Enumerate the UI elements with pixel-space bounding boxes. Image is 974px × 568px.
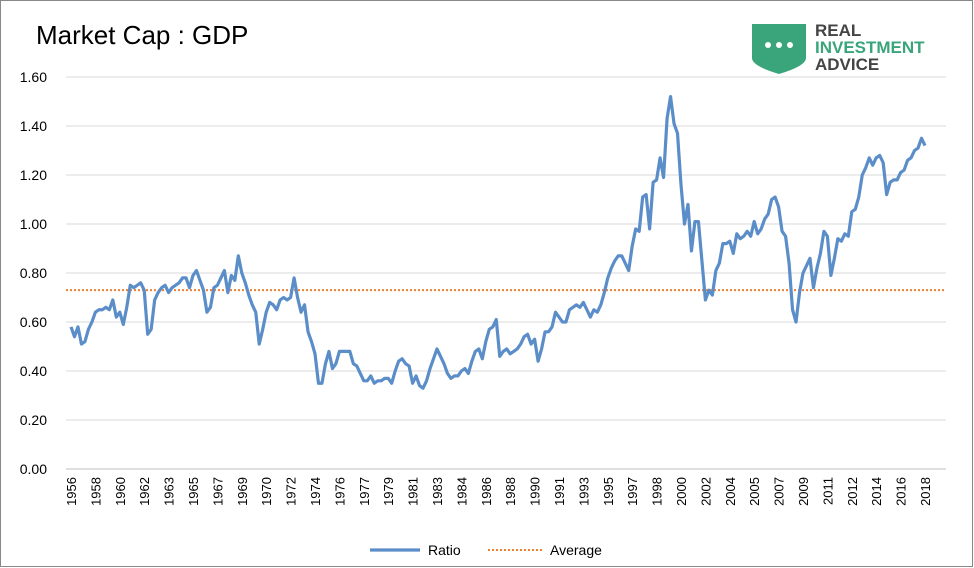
x-tick-label: 1976 [332,477,347,506]
x-tick-label: 1990 [528,477,543,506]
logo: REAL INVESTMENT ADVICE [752,21,925,74]
logo-text: ADVICE [815,55,879,74]
x-tick-label: 2009 [796,477,811,506]
y-tick-label: 0.80 [20,265,47,281]
x-tick-label: 2007 [772,477,787,506]
x-tick-label: 1967 [210,477,225,506]
y-tick-label: 0.00 [20,461,47,477]
x-tick-label: 1970 [259,477,274,506]
x-tick-label: 1977 [357,477,372,506]
y-tick-label: 1.40 [20,118,47,134]
y-tick-label: 0.60 [20,314,47,330]
x-tick-label: 1979 [381,477,396,506]
legend-label: Ratio [428,542,461,558]
logo-dot [787,42,793,48]
x-tick-label: 2000 [674,477,689,506]
x-tick-label: 1995 [601,477,616,506]
x-tick-label: 1984 [454,477,469,506]
x-tick-label: 1958 [88,477,103,506]
x-tick-label: 1997 [625,477,640,506]
x-tick-label: 2005 [747,477,762,506]
x-tick-label: 1965 [186,477,201,506]
x-tick-label: 1962 [137,477,152,506]
logo-dot [765,42,771,48]
y-tick-label: 1.00 [20,216,47,232]
legend-label: Average [550,542,602,558]
x-tick-label: 1983 [430,477,445,506]
y-tick-label: 1.20 [20,167,47,183]
x-tick-label: 2016 [894,477,909,506]
x-tick-label: 1956 [64,477,79,506]
x-tick-label: 2014 [869,477,884,506]
chart-title: Market Cap : GDP [36,20,248,50]
logo-text: REAL [815,21,861,40]
x-tick-label: 2018 [918,477,933,506]
y-tick-label: 0.40 [20,363,47,379]
y-tick-label: 1.60 [20,69,47,85]
x-tick-label: 1981 [406,477,421,506]
x-tick-label: 2011 [820,477,835,505]
line-series [69,95,927,390]
x-tick-label: 1974 [308,477,323,506]
x-tick-label: 1998 [650,477,665,506]
logo-text: INVESTMENT [815,38,925,57]
x-tick-label: 1960 [113,477,128,506]
logo-shield [752,24,806,74]
x-tick-label: 2004 [723,477,738,506]
x-tick-label: 1993 [576,477,591,506]
x-tick-label: 1963 [162,477,177,506]
x-tick-label: 2002 [698,477,713,506]
x-tick-label: 1969 [235,477,250,506]
logo-dot [776,42,782,48]
x-tick-label: 1986 [479,477,494,506]
x-tick-label: 1972 [284,477,299,506]
x-tick-label: 2012 [845,477,860,506]
x-tick-label: 1988 [503,477,518,506]
y-tick-label: 0.20 [20,412,47,428]
x-tick-label: 1991 [552,477,567,506]
